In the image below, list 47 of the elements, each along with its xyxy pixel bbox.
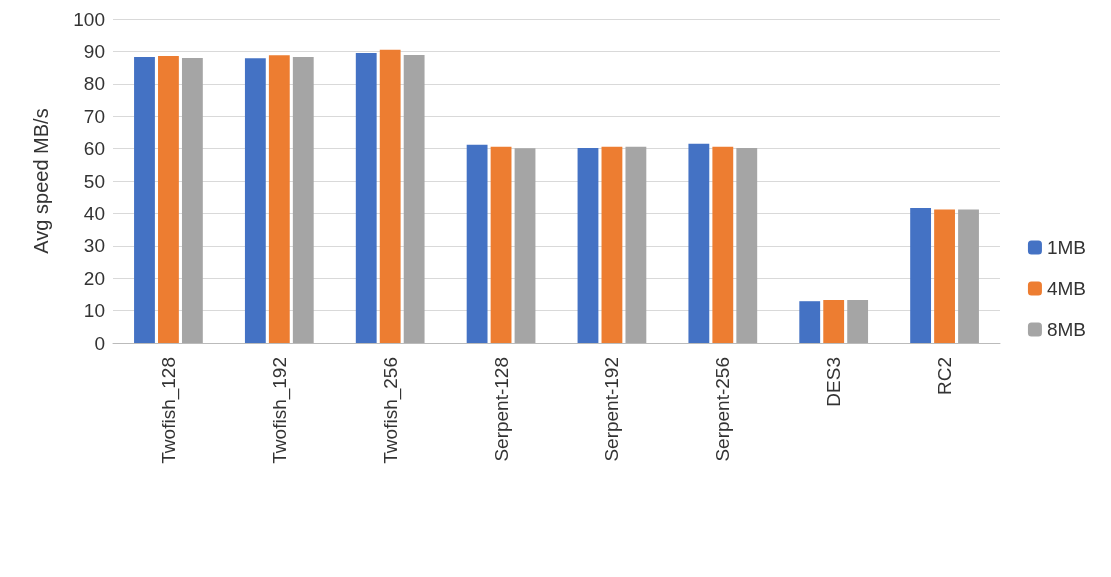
bar <box>355 53 377 343</box>
x-tick-label: Twofish_192 <box>268 357 291 464</box>
bar <box>181 57 203 343</box>
y-axis-title: Avg speed MB/s <box>30 108 52 254</box>
bar <box>601 146 623 343</box>
bar <box>847 299 869 343</box>
legend-label: 8MB <box>1046 319 1087 340</box>
bar <box>244 58 266 343</box>
bar <box>403 54 425 343</box>
bar <box>958 209 979 343</box>
x-tick-label: Twofish_128 <box>157 357 180 464</box>
bar <box>490 146 512 343</box>
y-tick-label: 80 <box>83 73 105 95</box>
bar <box>466 144 488 343</box>
bar <box>268 55 290 343</box>
y-tick-label: 10 <box>83 300 105 322</box>
bar <box>134 56 155 343</box>
bar <box>799 301 821 343</box>
bar <box>910 207 932 343</box>
y-tick-label: 100 <box>73 8 105 30</box>
legend-label: 1MB <box>1046 237 1087 258</box>
y-tick-label: 40 <box>83 202 105 224</box>
y-tick-label: 50 <box>83 170 105 192</box>
x-tick-label: DES3 <box>823 357 845 407</box>
y-tick-label: 90 <box>83 40 105 62</box>
y-tick-label: 70 <box>83 105 105 127</box>
x-tick-label: Twofish_256 <box>379 357 402 464</box>
bar <box>688 143 710 343</box>
bar <box>577 147 599 343</box>
bar <box>625 146 647 343</box>
x-tick-label: Serpent-192 <box>601 357 623 462</box>
y-tick-label: 0 <box>94 332 105 354</box>
x-tick-label: Serpent-256 <box>712 357 734 462</box>
y-tick-label: 60 <box>83 138 105 160</box>
bar <box>823 299 845 343</box>
bar <box>934 209 955 343</box>
x-tick-label: RC2 <box>934 357 956 396</box>
y-tick-label: 30 <box>83 235 105 257</box>
x-tick-label: Serpent-128 <box>490 357 512 462</box>
bar <box>379 49 401 343</box>
y-tick-label: 20 <box>83 267 105 289</box>
bar <box>292 56 314 343</box>
bar <box>158 55 179 343</box>
bar <box>712 146 734 343</box>
bar <box>514 148 536 343</box>
bar <box>736 147 758 343</box>
legend-label: 4MB <box>1046 278 1087 299</box>
